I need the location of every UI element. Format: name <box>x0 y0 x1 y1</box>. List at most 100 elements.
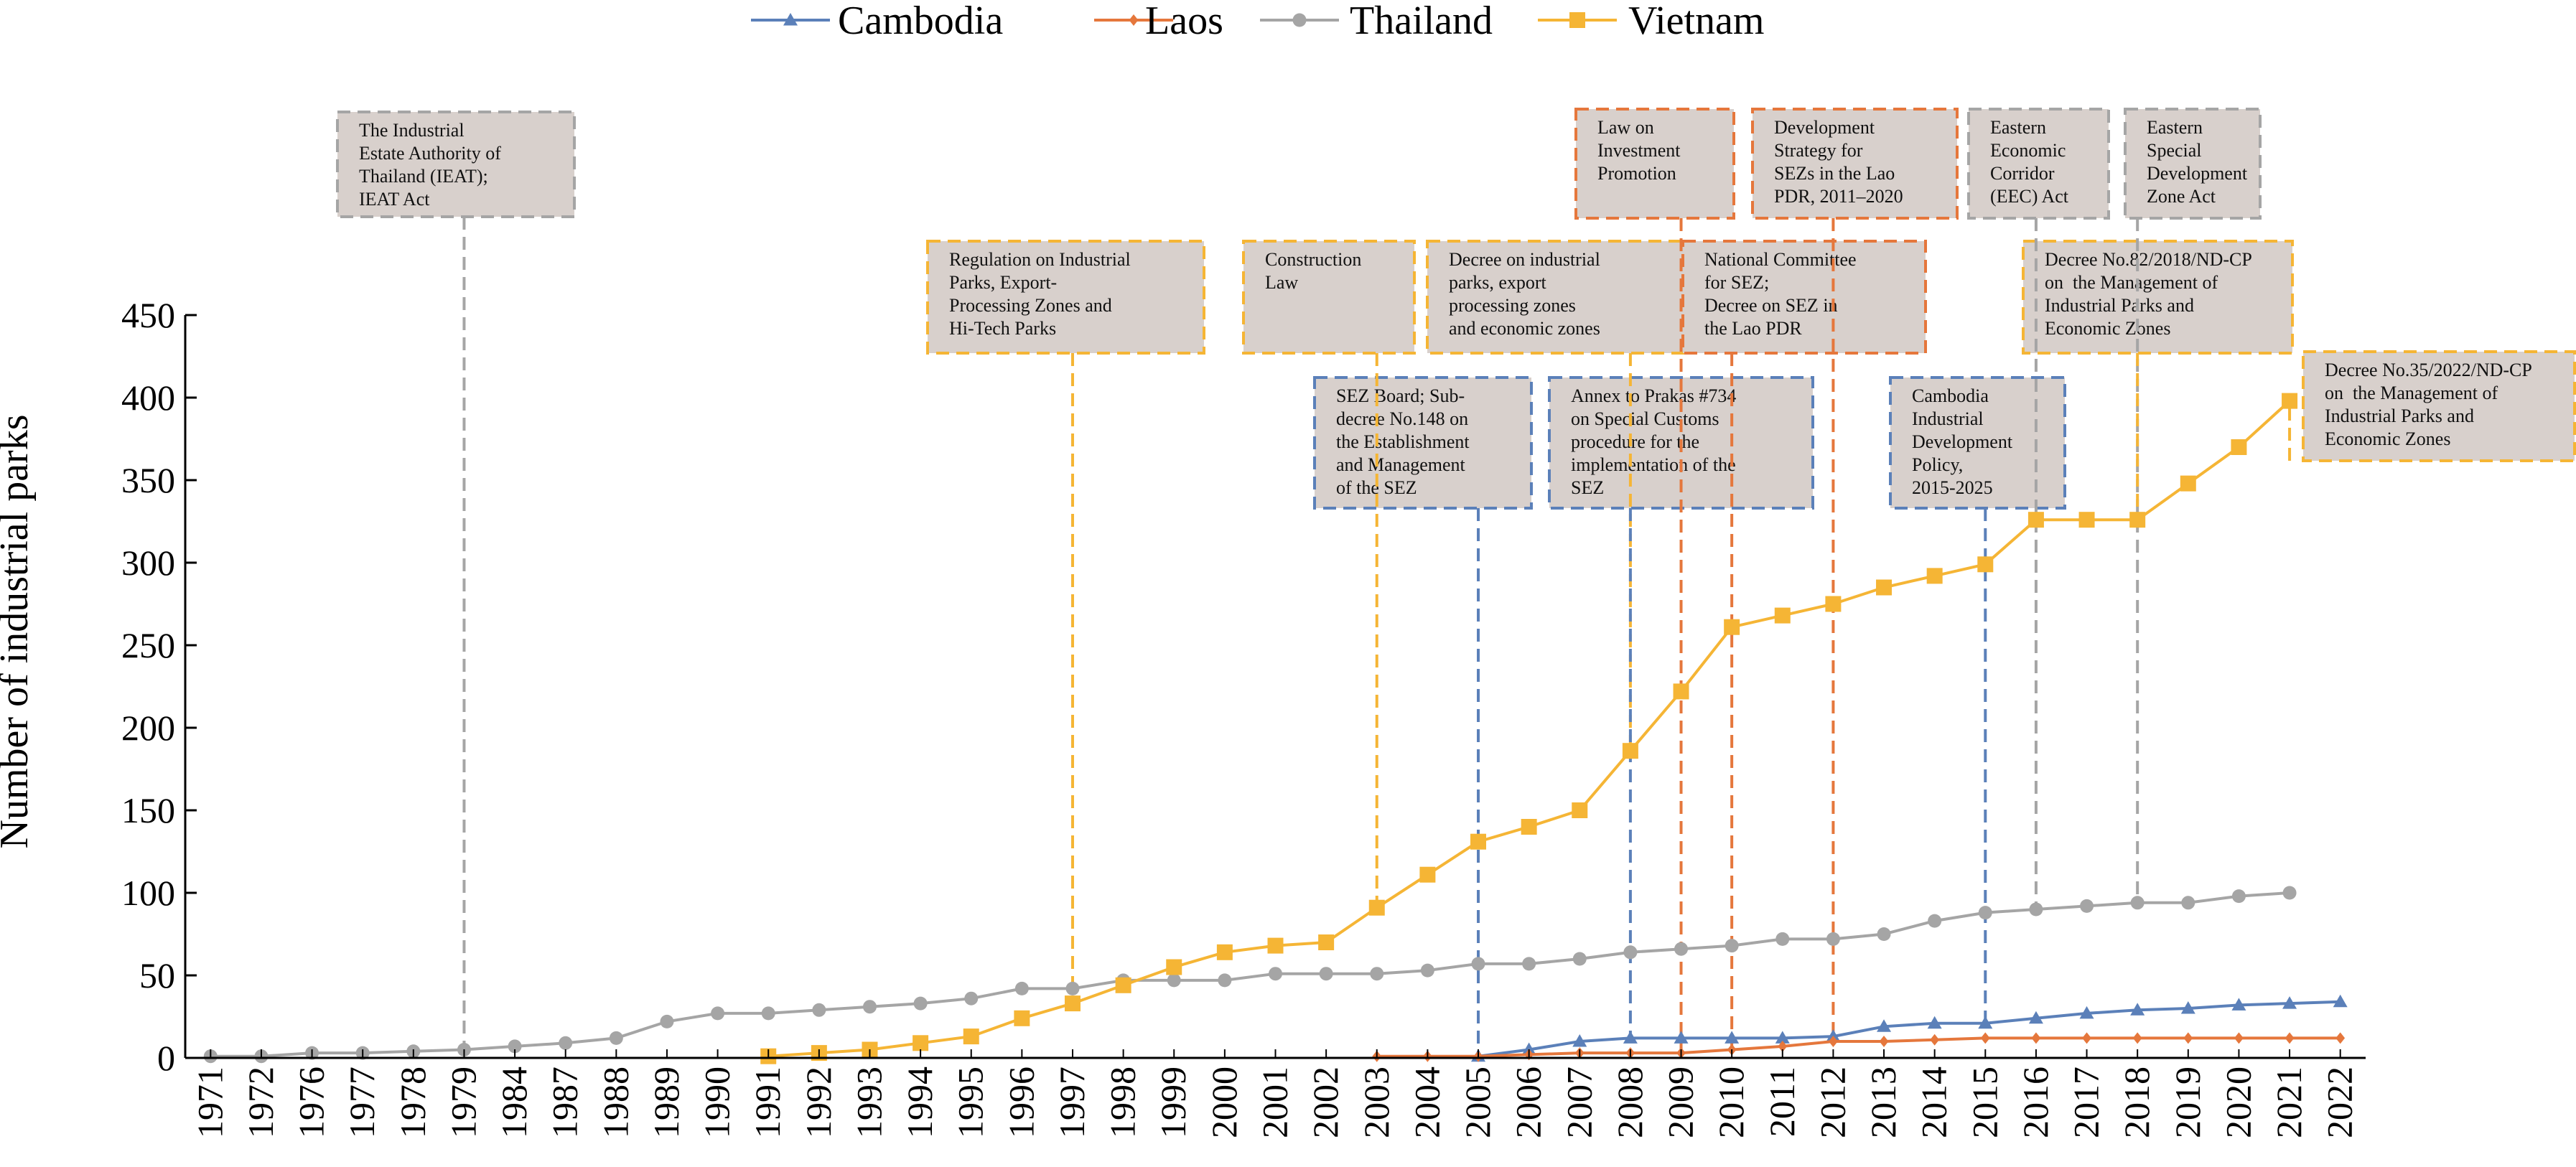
series-cambodia-point <box>1572 1034 1587 1047</box>
annotation-sez-board-text: and Management <box>1336 454 1466 475</box>
x-tick-label: 2022 <box>2320 1067 2360 1138</box>
x-tick-label: 1995 <box>951 1067 991 1138</box>
x-tick-label: 2015 <box>1964 1067 2005 1138</box>
legend: Cambodia Laos Thailand Vietnam <box>751 0 1764 43</box>
series-laos-point <box>2183 1032 2193 1044</box>
series-vietnam-point <box>1115 977 1131 993</box>
series-cambodia-point <box>2079 1006 2094 1019</box>
series-thailand-point <box>1826 932 1840 946</box>
annotation-construction-law-text: Law <box>1265 272 1298 293</box>
series-thailand-point <box>1623 945 1638 960</box>
x-tick-label: 2000 <box>1204 1067 1244 1138</box>
series-laos-point <box>2234 1032 2244 1044</box>
series-laos-point <box>2132 1032 2142 1044</box>
annotation-annex-prakas-text: implementation of the <box>1571 454 1736 475</box>
series-thailand-point <box>559 1036 573 1050</box>
annotation-decree-82-text: on the Management of <box>2045 272 2218 293</box>
series-thailand-point <box>2029 902 2043 917</box>
annotation-sez-board-box <box>1313 376 1533 510</box>
x-tick-label: 1984 <box>494 1067 534 1138</box>
annotation-decree-industrial-parks-text: Decree on industrial <box>1449 249 1600 270</box>
series-laos-point <box>2335 1032 2346 1044</box>
series-thailand-point <box>913 996 928 1011</box>
x-tick-label: 2018 <box>2117 1067 2157 1138</box>
x-tick-label: 1991 <box>747 1067 788 1138</box>
annotation-decree-industrial-parks-text: processing zones <box>1449 295 1576 316</box>
x-tick-label: 1988 <box>595 1067 635 1138</box>
annotation-ieat-box <box>336 111 576 218</box>
series-vietnam-point <box>2027 512 2044 528</box>
annotation-decree-82-box <box>2022 240 2294 355</box>
annotation-eastern-special-zone-box <box>2124 108 2262 220</box>
annotation-eastern-special-zone-text: Zone Act <box>2147 186 2216 207</box>
annotation-law-investment-box <box>1574 108 1735 220</box>
annotation-ieat-text: Estate Authority of <box>359 143 501 164</box>
series-thailand-point <box>711 1006 725 1021</box>
x-tick-label: 1998 <box>1103 1067 1143 1138</box>
legend-item-vietnam: Vietnam <box>1538 0 1764 43</box>
series-cambodia-line <box>1478 1000 2341 1058</box>
series-laos-point <box>2082 1032 2091 1044</box>
annotation-construction-law-text: Construction <box>1265 249 1361 270</box>
annotation-law-investment-text: Promotion <box>1597 163 1676 184</box>
annotation-eec-act-text: (EEC) Act <box>1990 186 2069 207</box>
x-tick-label: 1978 <box>393 1067 433 1138</box>
series-vietnam-point <box>1926 568 1943 584</box>
series-thailand-point <box>964 991 979 1006</box>
x-tick-label: 2019 <box>2167 1067 2208 1138</box>
series-thailand-point <box>862 1000 877 1014</box>
legend-laos-marker <box>1129 14 1139 26</box>
series-vietnam-point <box>1673 683 1689 700</box>
annotation-law-investment-text: Law on <box>1597 117 1654 138</box>
annotation-decree-35-text: Economic Zones <box>2325 428 2450 449</box>
annotation-reg-industrial-parks-text: Processing Zones and <box>949 295 1112 316</box>
legend-laos-label: Laos <box>1145 0 1223 43</box>
annotation-decree-82-text: Economic Zones <box>2045 318 2170 339</box>
legend-thailand-marker <box>1292 13 1307 27</box>
x-tick-label: 1989 <box>646 1067 686 1138</box>
x-tick-label: 1990 <box>697 1067 737 1138</box>
series-thailand-point <box>1319 967 1333 981</box>
annotation-decree-82-text: Industrial Parks and <box>2045 295 2194 316</box>
x-tick-label: 2009 <box>1661 1067 1701 1138</box>
annotation-dev-strategy-text: Development <box>1774 117 1875 138</box>
series-vietnam-point <box>1216 944 1233 960</box>
series-laos-line <box>1376 1036 2341 1058</box>
annotation-ieat-text: Thailand (IEAT); <box>359 166 488 187</box>
series-thailand-point <box>2282 886 2297 900</box>
x-tick-label: 2020 <box>2218 1067 2258 1138</box>
series-vietnam-point <box>1724 619 1740 635</box>
series-thailand-point <box>1420 963 1434 978</box>
annotation-reg-industrial-parks-text: Regulation on Industrial <box>949 249 1131 270</box>
x-tick-label: 1994 <box>900 1067 940 1138</box>
x-tick-label: 2017 <box>2066 1067 2106 1138</box>
x-tick-label: 1977 <box>342 1067 382 1138</box>
annotation-decree-industrial-parks-box <box>1426 240 1692 355</box>
annotation-eec-act-text: Corridor <box>1990 163 2055 184</box>
series-cambodia-point <box>1877 1019 1892 1032</box>
y-tick-label: 350 <box>121 460 175 500</box>
series-laos-point <box>2031 1032 2041 1044</box>
series-vietnam-point <box>2078 512 2095 528</box>
annotation-annex-prakas-text: on Special Customs <box>1571 408 1719 429</box>
series-vietnam-point <box>1166 959 1182 975</box>
series-laos-point <box>2285 1032 2295 1044</box>
annotation-national-committee-text: National Committee <box>1704 249 1857 270</box>
series-laos-point <box>1879 1036 1889 1047</box>
series-thailand-point <box>1065 981 1080 995</box>
series-cambodia-point <box>2282 996 2297 1009</box>
annotation-decree-35-box <box>2302 350 2576 462</box>
x-tick-label: 1976 <box>291 1067 332 1138</box>
series-cambodia-point <box>1623 1031 1638 1044</box>
legend-item-thailand: Thailand <box>1260 0 1493 43</box>
x-tick-label: 1987 <box>545 1067 585 1138</box>
series-cambodia-point <box>1725 1031 1740 1044</box>
series-thailand-point <box>2080 899 2094 913</box>
y-tick-label: 0 <box>157 1038 175 1078</box>
series-vietnam-point <box>1267 937 1284 954</box>
